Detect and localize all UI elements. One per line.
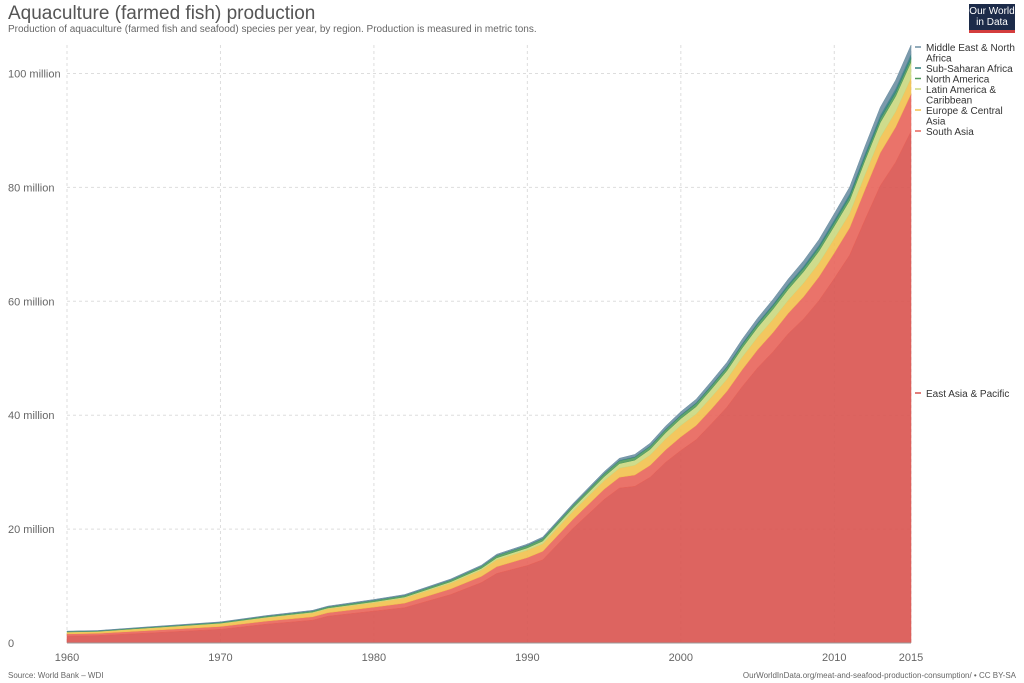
x-tick-label: 2015: [899, 652, 923, 664]
y-tick-label: 40 million: [8, 410, 54, 422]
axis-labels: 0 20 million 40 million 60 million 80 millio…: [8, 68, 923, 664]
x-tick-label: 2010: [822, 652, 846, 664]
y-tick-label: 100 million: [8, 68, 61, 80]
legend-label-europe-and-central-asia[interactable]: Europe & Central Asia: [926, 106, 1003, 128]
source-note: Source: World Bank – WDI: [8, 671, 104, 680]
x-tick-label: 1980: [362, 652, 386, 664]
logo-line-1: Our World: [969, 6, 1015, 17]
owid-logo[interactable]: Our World in Data: [969, 4, 1015, 33]
legend-label-sub-saharan-africa[interactable]: Sub-Saharan Africa: [926, 64, 1013, 75]
legend-label-north-america[interactable]: North America: [926, 75, 990, 86]
license-link[interactable]: OurWorldInData.org/meat-and-seafood-prod…: [742, 671, 1016, 680]
chart-title: Aquaculture (farmed fish) production: [8, 3, 316, 24]
area-middle-east-and-north-africa[interactable]: [66, 44, 912, 632]
y-tick-label: 20 million: [8, 524, 54, 536]
chart-subtitle: Production of aquaculture (farmed fish a…: [8, 24, 537, 35]
y-tick-label: 80 million: [8, 182, 54, 194]
x-tick-label: 1970: [208, 652, 232, 664]
y-tick-label: 0: [8, 638, 14, 650]
x-tick-label: 1990: [515, 652, 539, 664]
legend-label-south-asia[interactable]: South Asia: [926, 127, 974, 138]
y-tick-label: 60 million: [8, 296, 54, 308]
logo-line-2: in Data: [976, 17, 1008, 28]
legend-label-east-asia-and-pacific[interactable]: East Asia & Pacific: [926, 389, 1009, 400]
x-tick-label: 1960: [55, 652, 79, 664]
area-series: [66, 44, 912, 644]
legend-label-middle-east-and-north-africa[interactable]: Middle East & North Africa: [926, 43, 1015, 65]
x-tick-label: 2000: [669, 652, 693, 664]
legend-label-latin-america-and-caribbean[interactable]: Latin America & Caribbean: [926, 85, 996, 107]
